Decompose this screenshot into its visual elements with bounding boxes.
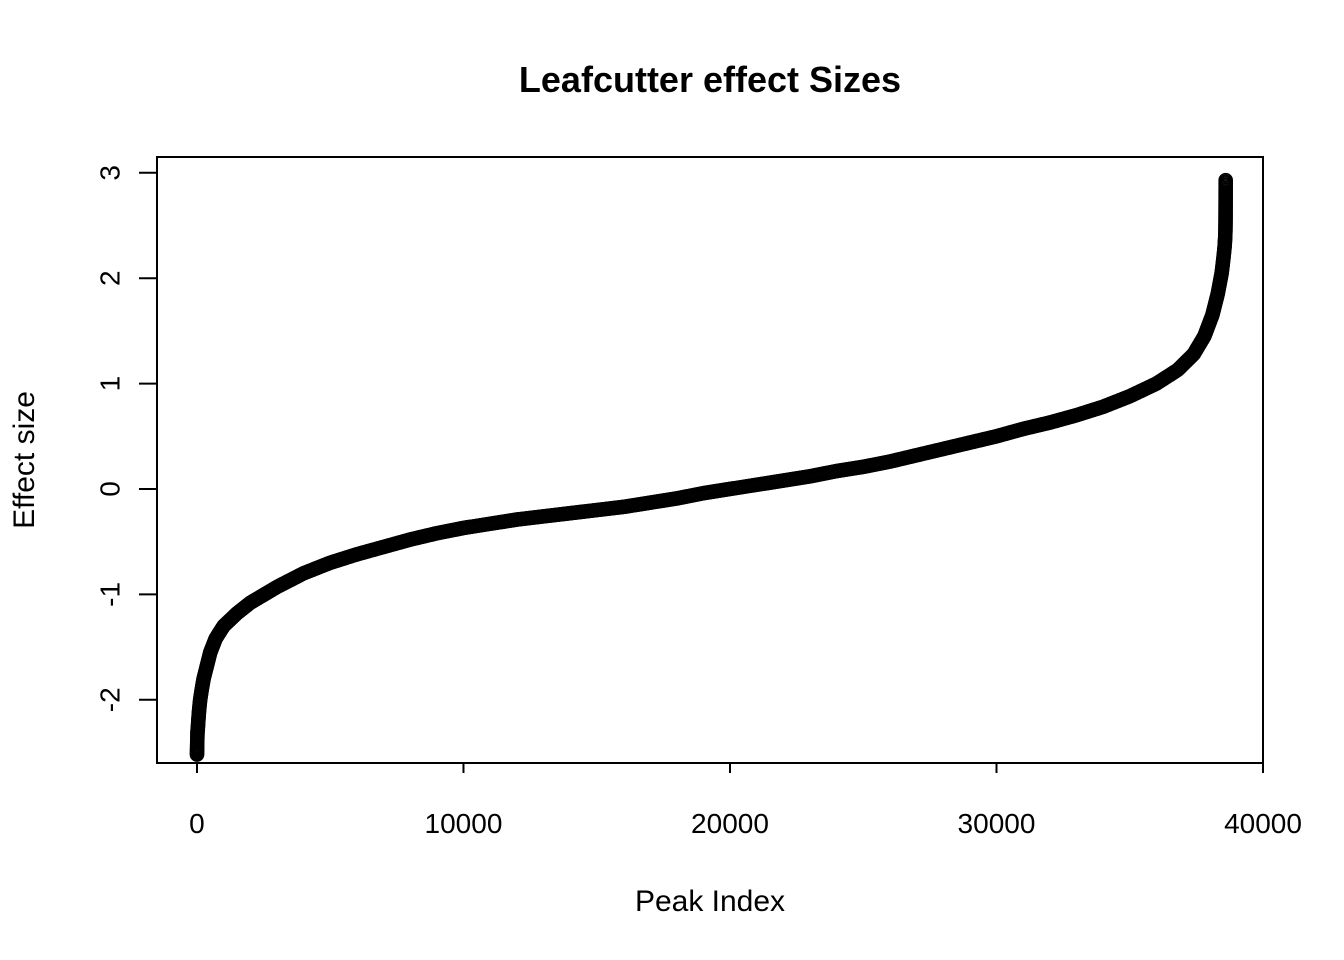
y-tick-label: 3 xyxy=(95,165,126,181)
x-tick-label: 10000 xyxy=(425,808,503,839)
x-tick-label: 30000 xyxy=(958,808,1036,839)
y-tick-label: -1 xyxy=(95,582,126,607)
data-points xyxy=(189,172,1233,762)
x-axis-label: Peak Index xyxy=(635,885,785,918)
chart-title: Leafcutter effect Sizes xyxy=(519,59,901,100)
y-axis: -2 -1 0 1 2 3 xyxy=(95,165,158,712)
data-point xyxy=(1218,172,1233,188)
x-tick-label: 40000 xyxy=(1224,808,1302,839)
y-tick-label: -2 xyxy=(95,687,126,712)
x-tick-label: 20000 xyxy=(691,808,769,839)
y-tick-label: 2 xyxy=(95,270,126,286)
y-tick-label: 0 xyxy=(95,481,126,497)
y-tick-label: 1 xyxy=(95,376,126,392)
x-axis: 0 10000 20000 30000 40000 xyxy=(189,762,1302,839)
y-axis-label: Effect size xyxy=(8,391,41,529)
plot-frame xyxy=(156,156,1264,764)
x-tick-label: 0 xyxy=(189,808,205,839)
